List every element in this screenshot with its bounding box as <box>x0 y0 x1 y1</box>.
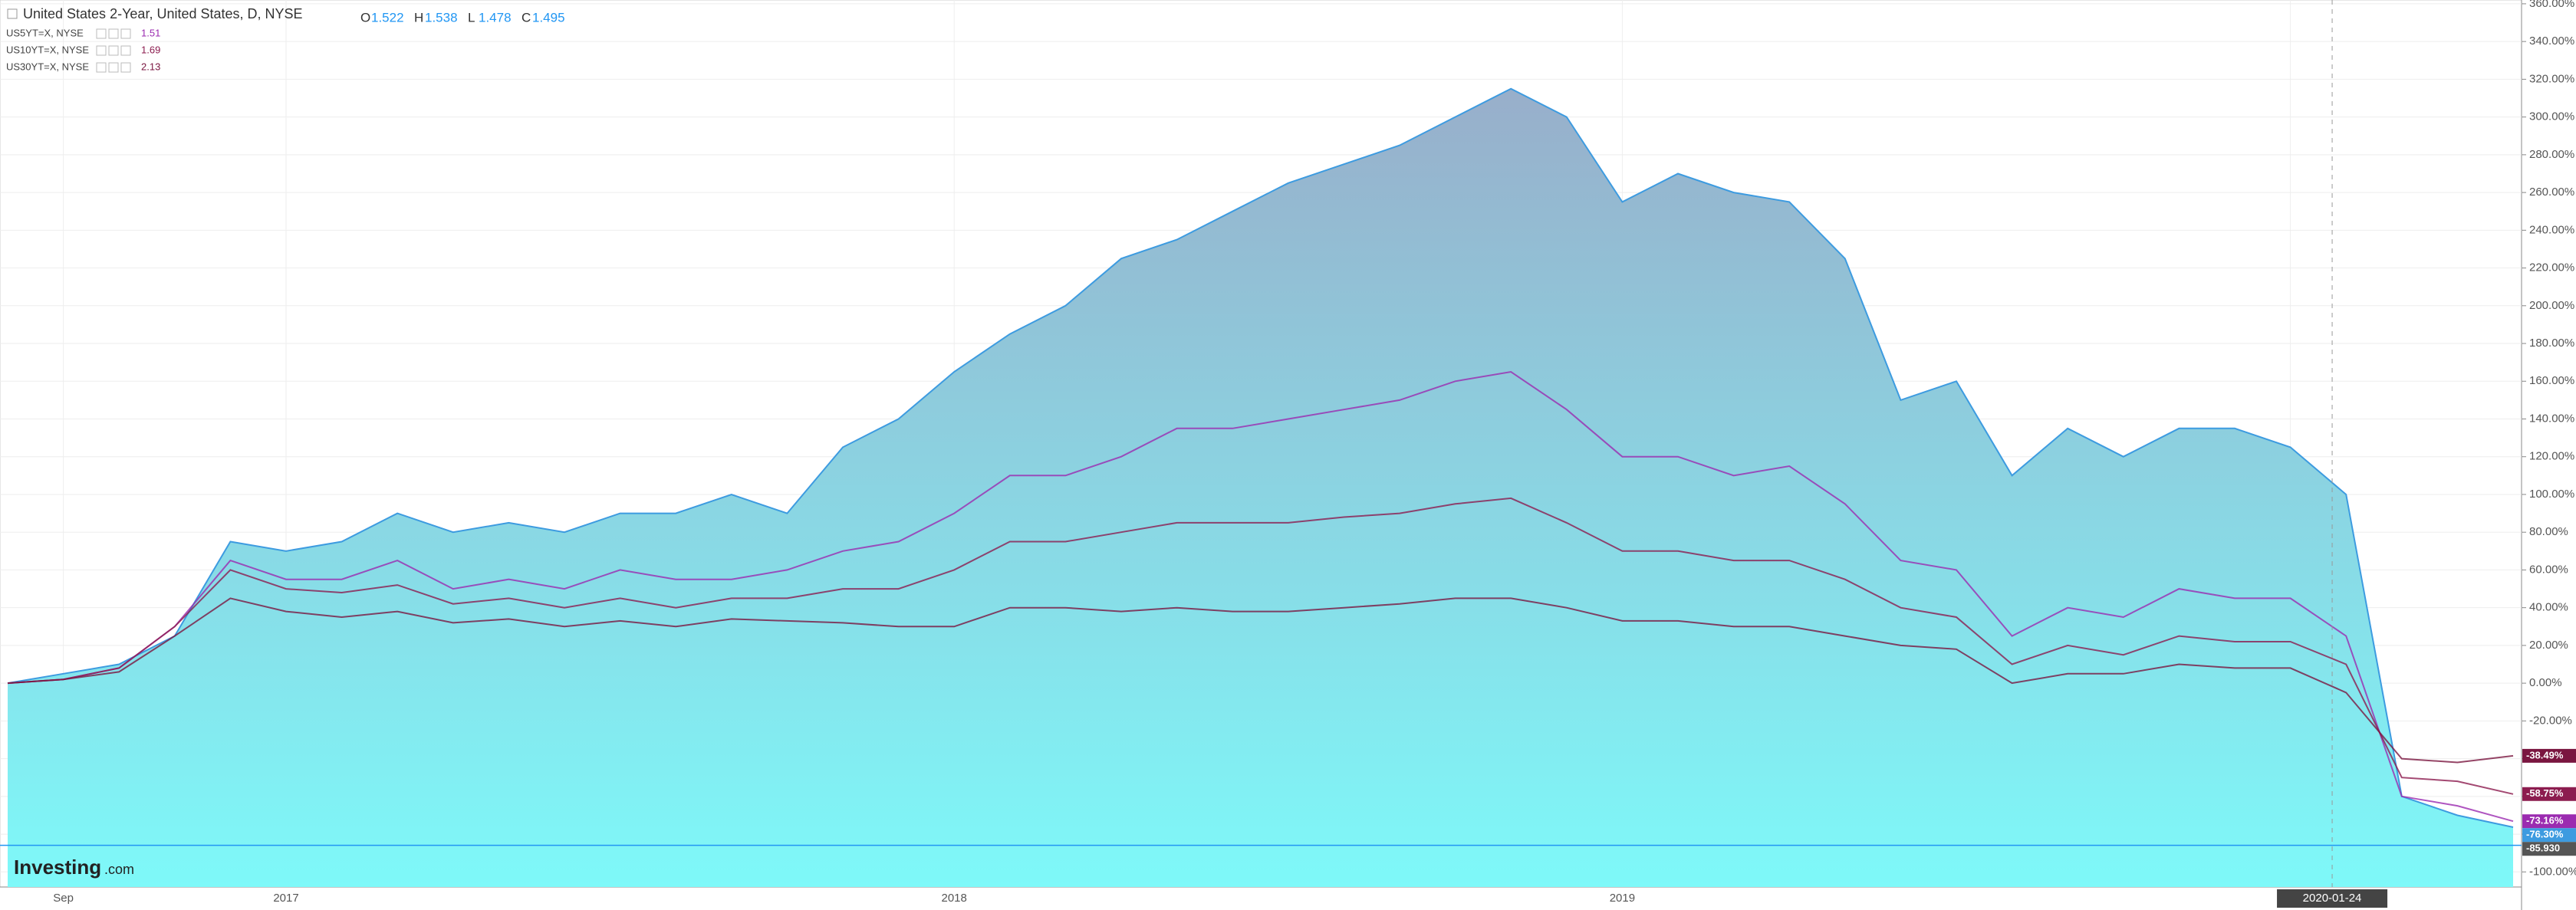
ohlc-value: 1.495 <box>532 10 565 25</box>
y-tick-label: 180.00% <box>2529 337 2574 350</box>
y-tick-label: 160.00% <box>2529 374 2574 387</box>
last-value-box <box>2522 748 2576 763</box>
last-value-box <box>2522 842 2576 856</box>
legend-button[interactable] <box>108 62 119 73</box>
y-tick-label: 360.00% <box>2529 0 2574 10</box>
x-tick-label: Sep <box>53 892 74 905</box>
y-tick-label: 120.00% <box>2529 450 2574 463</box>
ohlc-value: 1.478 <box>479 10 512 25</box>
legend-button[interactable] <box>96 45 107 56</box>
last-value-box <box>2522 787 2576 801</box>
legend-button[interactable] <box>96 28 107 39</box>
legend-button[interactable] <box>96 62 107 73</box>
y-tick-label: 200.00% <box>2529 299 2574 312</box>
ohlc-value: 1.522 <box>371 10 404 25</box>
legend-title: United States 2-Year, United States, D, … <box>23 6 303 21</box>
legend-button[interactable] <box>108 45 119 56</box>
y-tick-label: 220.00% <box>2529 261 2574 274</box>
ohlc-key: L <box>468 10 475 25</box>
x-tick-label: 2019 <box>1610 892 1635 905</box>
x-tick-label: 2018 <box>942 892 967 905</box>
ohlc-value: 1.538 <box>425 10 458 25</box>
legend-entry: US5YT=X, NYSE <box>6 27 84 38</box>
collapse-icon[interactable] <box>7 8 18 19</box>
y-tick-label: 300.00% <box>2529 110 2574 123</box>
y-tick-label: 260.00% <box>2529 186 2574 199</box>
y-tick-label: 40.00% <box>2529 601 2568 614</box>
y-tick-label: 280.00% <box>2529 148 2574 161</box>
y-tick-label: 60.00% <box>2529 563 2568 576</box>
y-tick-label: 240.00% <box>2529 223 2574 236</box>
legend-quote: 1.51 <box>141 27 160 38</box>
area <box>8 88 2513 888</box>
legend-button[interactable] <box>108 28 119 39</box>
last-value-label: -76.30% <box>2526 829 2564 840</box>
y-tick-label: -20.00% <box>2529 714 2572 727</box>
legend-quote: 1.69 <box>141 44 160 55</box>
y-tick-label: 0.00% <box>2529 676 2562 689</box>
ohlc-key: H <box>414 10 423 25</box>
crosshair-x-label: 2020-01-24 <box>2303 892 2362 905</box>
line <box>7 370 2514 823</box>
y-tick-label: 100.00% <box>2529 488 2574 501</box>
x-tick-label: 2017 <box>273 892 298 905</box>
last-value-label: -85.930 <box>2526 843 2560 854</box>
legend-entry: US30YT=X, NYSE <box>6 61 89 72</box>
ohlc-key: O <box>360 10 370 25</box>
legend-button[interactable] <box>120 62 131 73</box>
last-value-box <box>2522 828 2576 843</box>
ohlc-key: C <box>521 10 531 25</box>
y-tick-label: 320.00% <box>2529 72 2574 85</box>
last-value-box <box>2522 814 2576 829</box>
y-tick-label: 20.00% <box>2529 639 2568 652</box>
legend-button[interactable] <box>120 45 131 56</box>
last-value-label: -58.75% <box>2526 787 2564 799</box>
watermark: Investing <box>14 856 101 879</box>
crosshair-x-box <box>2277 889 2388 908</box>
last-value-label: -73.16% <box>2526 815 2564 826</box>
y-tick-label: 80.00% <box>2529 525 2568 538</box>
y-tick-label: 140.00% <box>2529 412 2574 425</box>
last-value-label: -38.49% <box>2526 749 2564 761</box>
legend-button[interactable] <box>120 28 131 39</box>
y-tick-label: 340.00% <box>2529 34 2574 48</box>
legend-quote: 2.13 <box>141 61 160 72</box>
watermark-suffix: .com <box>104 862 134 877</box>
y-tick-label: -100.00% <box>2529 865 2576 878</box>
line <box>7 597 2514 764</box>
line <box>7 87 2514 828</box>
legend-entry: US10YT=X, NYSE <box>6 44 89 55</box>
line <box>7 497 2514 795</box>
